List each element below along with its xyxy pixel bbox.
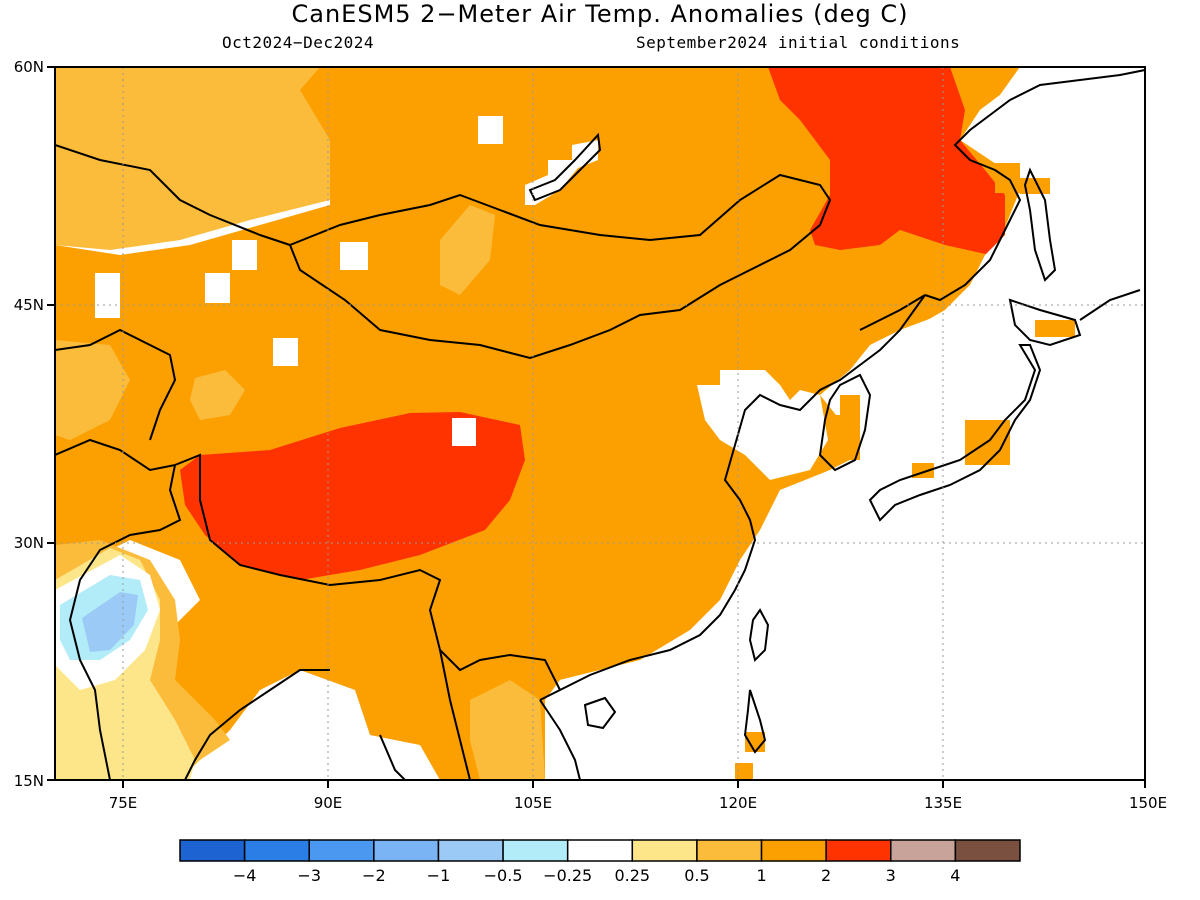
lon-label-120e: 120E [719, 794, 757, 812]
russia-pacific-coast [924, 69, 1145, 302]
colorbar-swatch [243, 839, 310, 862]
colorbar-label: −1 [427, 866, 451, 885]
colorbar-swatch [954, 839, 1021, 862]
initial-conditions: September2024 initial conditions [636, 33, 961, 52]
philippines-luzon [743, 689, 767, 754]
colorbar-label: −3 [297, 866, 321, 885]
anomaly-field [55, 67, 1145, 780]
colorbar-swatch [502, 839, 569, 862]
colorbar-label: −0.25 [543, 866, 592, 885]
colorbar-label: −4 [233, 866, 257, 885]
anomaly-2-to-3-tibet [180, 412, 525, 580]
anomaly-hokkaido-cell [1035, 320, 1075, 337]
no-data-lake-3 [340, 242, 368, 270]
india-border [55, 438, 182, 780]
colorbar-label: 3 [886, 866, 896, 885]
gridlines [55, 67, 1145, 780]
hokkaido [1008, 298, 1082, 347]
sakhalin [1023, 167, 1057, 282]
colorbar-swatch [437, 839, 504, 862]
lon-label-135e: 135E [924, 794, 962, 812]
colorbar-swatch [696, 839, 763, 862]
anomaly-0.25-to-0.5-southeast-asia [470, 680, 545, 780]
china-mongolia-border [288, 173, 832, 360]
colorbar-swatch [890, 839, 957, 862]
chart-title: CanESM5 2−Meter Air Temp. Anomalies (deg… [291, 0, 909, 28]
anomaly-korea-cell-1 [830, 415, 860, 460]
no-data-lake-6 [478, 116, 503, 144]
colorbar-swatch [566, 839, 634, 862]
anomaly-sakhalin-cell-2 [1020, 178, 1050, 194]
colorbar-swatch [825, 839, 892, 862]
lon-label-105e: 105E [514, 794, 552, 812]
taiwan [748, 608, 770, 662]
colorbar-swatch [373, 839, 440, 862]
anomaly-philippines-cell [735, 763, 753, 780]
kamchatka-kuril [1079, 289, 1141, 321]
kazakh-border [55, 144, 291, 246]
china-east-coast [539, 294, 926, 701]
no-data-lake-2 [205, 273, 230, 303]
anomaly-negative-core-india [82, 592, 138, 652]
anomaly-korea-cell-2 [840, 395, 860, 420]
coastlines-borders [55, 69, 1145, 780]
lon-label-150e: 150E [1129, 794, 1167, 812]
colorbar-swatch [631, 839, 698, 862]
lat-label-60n: 60N [14, 58, 44, 76]
colorbar-label: 2 [821, 866, 831, 885]
colorbar-label: 0.5 [684, 866, 709, 885]
colorbar-label: 4 [950, 866, 960, 885]
anomaly-0.5-to-1-patch-mongolia [440, 205, 495, 295]
indochina-coast [379, 649, 581, 780]
colorbar-label: 0.25 [614, 866, 650, 885]
no-data-lake-5 [452, 418, 476, 446]
no-data-bohai [697, 370, 828, 480]
anomaly-0.5-to-1-patch-west [55, 340, 130, 440]
lon-label-90e: 90E [314, 794, 343, 812]
lat-label-30n: 30N [14, 534, 44, 552]
no-data-lake-1 [232, 240, 257, 270]
colorbar-label: 1 [756, 866, 766, 885]
india-east-coast [184, 669, 330, 780]
colorbar: −4 −3 −2 −1 −0.5 −0.25 0.25 0.5 1 2 3 4 [179, 839, 1021, 885]
tibet-south-border [174, 453, 561, 691]
no-data-east-ocean [548, 67, 1145, 780]
forecast-period: Oct2024−Dec2024 [222, 33, 374, 52]
colorbar-swatch [308, 839, 375, 862]
anomaly-1-to-2-large [55, 67, 1020, 780]
hainan [583, 696, 617, 730]
japan-honshu [868, 344, 1042, 522]
axis-ticks [47, 66, 1146, 788]
colorbar-label: −0.5 [484, 866, 523, 885]
map-frame [54, 66, 1146, 781]
no-data-lake-balkhash [95, 273, 120, 318]
anomaly-0.5-to-1-patch-central [190, 370, 245, 420]
lat-label-15n: 15N [14, 772, 44, 790]
colorbar-swatch [760, 839, 827, 862]
colorbar-swatch [179, 839, 246, 862]
central-asia-border [55, 328, 177, 441]
lake-baikal [528, 132, 602, 202]
korea-peninsula [818, 373, 872, 472]
colorbar-label: −2 [362, 866, 386, 885]
lat-label-45n: 45N [14, 296, 44, 314]
no-data-lake-4 [273, 338, 298, 366]
lon-label-75e: 75E [109, 794, 138, 812]
